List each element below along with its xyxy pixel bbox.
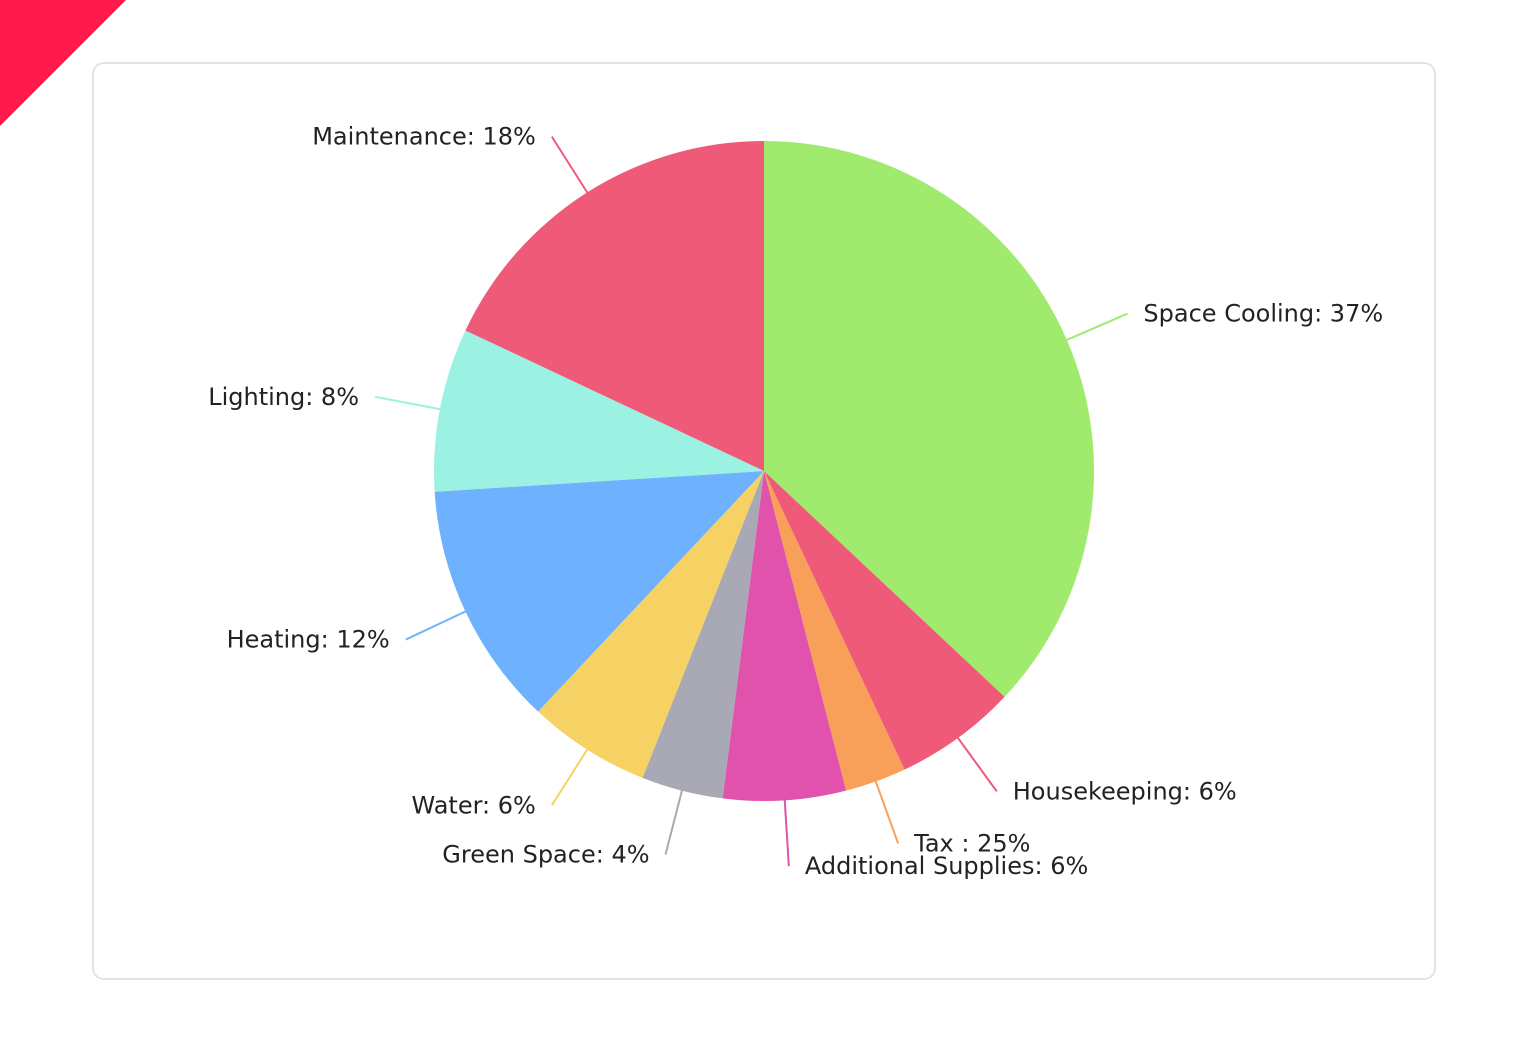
slice-label-space-cooling: Space Cooling: 37% [1143, 300, 1383, 328]
slice-label-additional-supplies: Additional Supplies: 6% [805, 852, 1088, 880]
corner-accent-triangle [0, 0, 126, 126]
label-leader-lines [374, 136, 1128, 867]
slice-label-tax: Tax : 25% [913, 830, 1030, 858]
pie-slice-water[interactable] [538, 471, 764, 778]
leader-line-lighting [374, 395, 452, 413]
slice-label-lighting: Lighting: 8% [208, 383, 359, 411]
pie-slices [434, 141, 1094, 801]
pie-slice-green-space[interactable] [642, 471, 764, 799]
leader-line-tax [870, 769, 900, 844]
pie-slice-space-cooling[interactable] [764, 141, 1094, 697]
leader-line-additional-supplies [782, 788, 790, 867]
pie-slice-tax[interactable] [764, 471, 905, 791]
leader-line-housekeeping [950, 727, 998, 792]
pie-slice-housekeeping[interactable] [764, 471, 1005, 770]
slice-label-water: Water: 6% [412, 791, 536, 819]
leader-line-heating [405, 605, 477, 641]
pie-slice-lighting[interactable] [434, 330, 764, 492]
slice-label-green-space: Green Space: 4% [442, 841, 649, 869]
slice-label-heating: Heating: 12% [227, 626, 390, 654]
leader-line-maintenance [550, 136, 595, 204]
slice-labels: Space Cooling: 37% Housekeeping: 6% Tax : … [208, 123, 1383, 881]
leader-line-green-space [664, 778, 686, 855]
slice-label-housekeeping: Housekeeping: 6% [1013, 777, 1237, 805]
leader-line-water [550, 738, 595, 806]
leader-line-space-cooling [1055, 312, 1128, 346]
pie-slice-additional-supplies[interactable] [722, 471, 847, 801]
pie-slice-maintenance[interactable] [465, 141, 764, 471]
pie-slice-heating[interactable] [434, 471, 764, 712]
slice-label-maintenance: Maintenance: 18% [312, 123, 536, 151]
